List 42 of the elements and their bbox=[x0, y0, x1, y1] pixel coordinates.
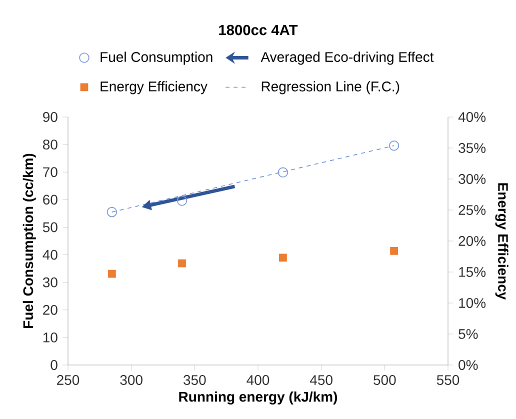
y-tick-label: 50 bbox=[42, 222, 58, 232]
y-tick-label: 80 bbox=[42, 140, 58, 150]
y2-tick-label: 35% bbox=[458, 143, 486, 153]
x-tick-label: 250 bbox=[57, 375, 80, 385]
y-tick-label: 0 bbox=[50, 360, 58, 370]
point bbox=[106, 206, 118, 218]
legend-label: Energy Efficiency bbox=[100, 81, 208, 94]
y-tick-label: 10 bbox=[43, 332, 58, 342]
legend-label: Averaged Eco-driving Effect bbox=[260, 52, 434, 65]
y-tick-label: 60 bbox=[43, 194, 58, 205]
point bbox=[278, 167, 288, 178]
point bbox=[279, 254, 287, 262]
y-axis-title: Fuel Consumption (cc/km) bbox=[22, 154, 36, 328]
x-tick-label: 500 bbox=[374, 375, 396, 385]
point bbox=[390, 246, 398, 255]
y-tick-label: 40 bbox=[42, 250, 58, 260]
y2-tick-label: 0% bbox=[458, 360, 478, 370]
x-tick-label: 350 bbox=[184, 375, 206, 385]
y2-tick-label: 10% bbox=[459, 298, 486, 308]
y2-tick-label: 40% bbox=[458, 112, 486, 122]
point bbox=[388, 140, 400, 151]
point bbox=[178, 259, 186, 268]
point bbox=[176, 196, 188, 206]
y-tick-label: 70 bbox=[43, 167, 58, 178]
y2-tick-label: 15% bbox=[459, 267, 486, 277]
y-tick-label: 30 bbox=[42, 277, 58, 288]
point bbox=[108, 270, 116, 278]
x-tick-label: 300 bbox=[120, 375, 142, 385]
y2-axis-title: Energy Efficiency bbox=[495, 183, 508, 300]
y-tick-label: 20 bbox=[43, 304, 58, 315]
x-tick-label: 450 bbox=[310, 375, 332, 385]
x-tick-label: 550 bbox=[436, 375, 460, 385]
y2-tick-label: 20% bbox=[458, 236, 486, 246]
y-tick-label: 90 bbox=[43, 112, 58, 122]
x-axis-title: Running energy (kJ/km) bbox=[179, 391, 338, 405]
legend-label: Regression Line (F.C.) bbox=[262, 81, 400, 94]
y2-tick-label: 30% bbox=[458, 174, 486, 184]
y2-tick-label: 25% bbox=[458, 205, 486, 215]
legend-label: Fuel Consumption bbox=[100, 52, 212, 65]
y2-tick-label: 5% bbox=[458, 329, 478, 339]
x-tick-label: 400 bbox=[246, 375, 270, 385]
chart-title: 1800cc 4AT bbox=[219, 24, 298, 36]
